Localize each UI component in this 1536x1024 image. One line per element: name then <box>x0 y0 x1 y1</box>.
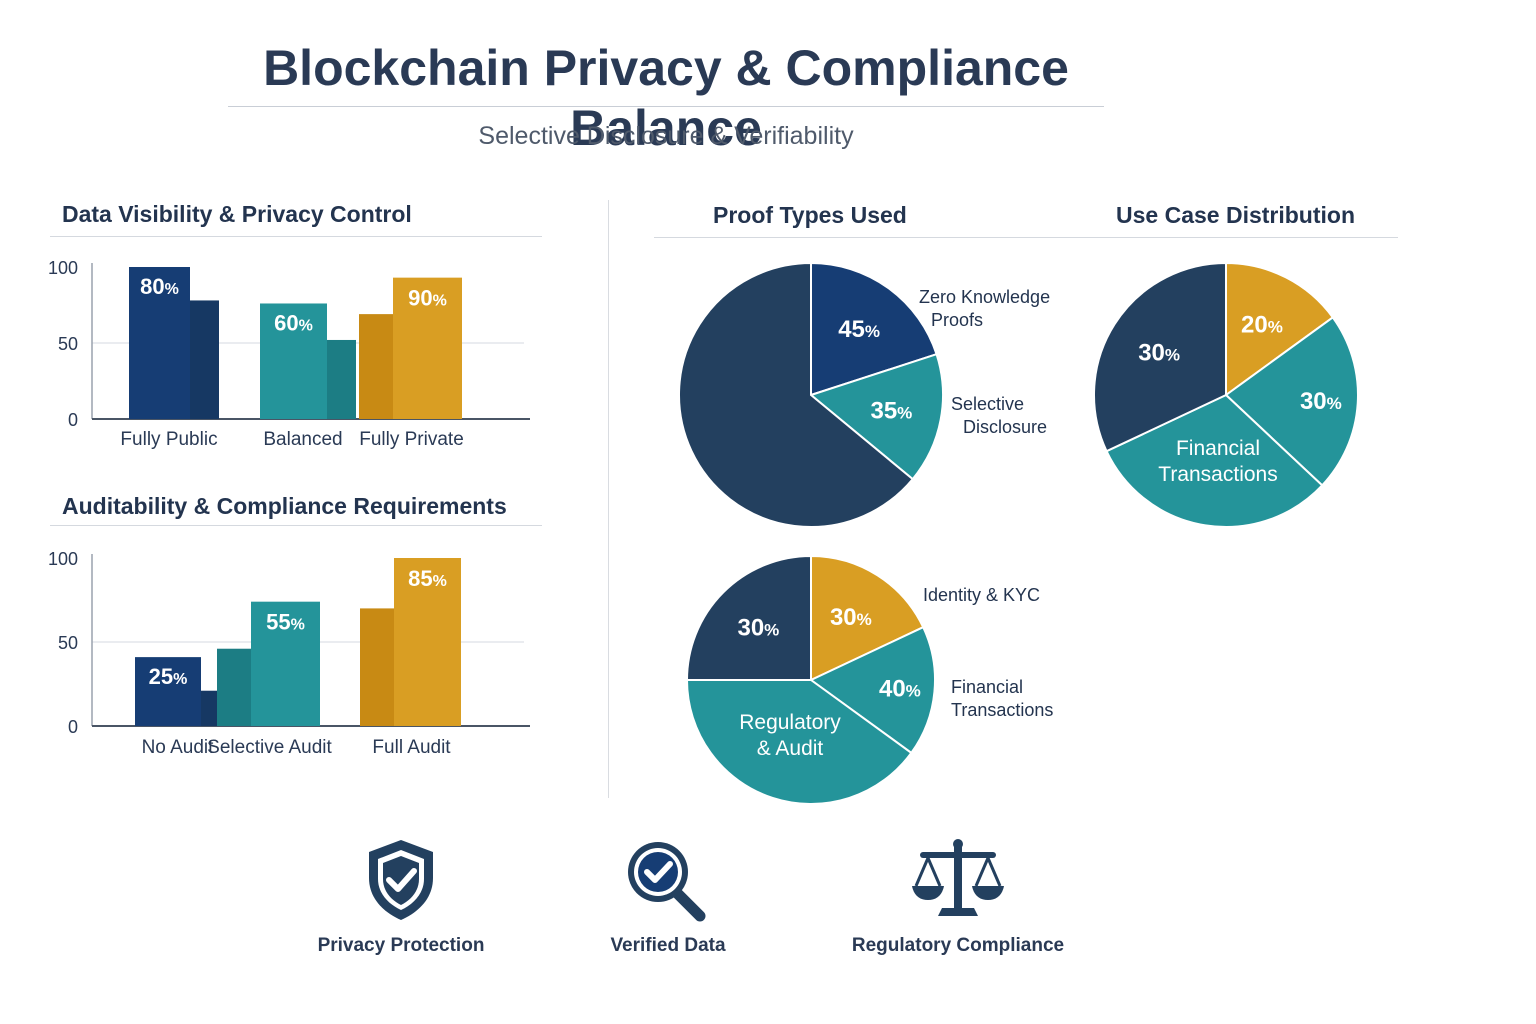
bar-value-label: 80% <box>140 274 179 299</box>
y-tick-label: 50 <box>58 334 78 354</box>
category-label: No Audit <box>142 737 215 758</box>
bar-front <box>251 601 320 726</box>
title-divider <box>228 106 1104 107</box>
category-label: Full Audit <box>372 737 451 758</box>
slice-inner-label: & Audit <box>757 737 824 760</box>
slice-value-label: 30% <box>830 604 872 631</box>
page-subtitle: Selective Disclosure & Verifiability <box>478 122 854 150</box>
category-label: Fully Private <box>359 429 464 450</box>
visibility-bar-chart: 100 50 0 80% Fully Public 60% Balanced 90% Fully… <box>48 258 530 450</box>
visibility-chart-rule <box>50 236 542 237</box>
feature-label: Regulatory Compliance <box>851 935 1065 956</box>
pie-slice <box>1224 316 1359 487</box>
bar-back <box>359 314 393 419</box>
use-case-title: Use Case Distribution <box>1116 202 1355 228</box>
y-tick-label: 0 <box>68 410 78 430</box>
slice-value-label: 30% <box>1300 388 1342 415</box>
audit-chart-rule <box>50 525 542 526</box>
bar-back <box>217 648 251 726</box>
bar-back <box>325 339 356 419</box>
proof-types-pie-chart: 45% Zero Knowledge Proofs 35% Selective Discl… <box>678 261 1050 528</box>
pie-slice <box>678 261 915 528</box>
pie-slice <box>685 679 913 805</box>
feature-label: Verified Data <box>610 935 726 956</box>
pie-slice <box>808 352 944 481</box>
feature-label: Privacy Protection <box>317 935 485 956</box>
bar-front <box>394 558 461 726</box>
y-tick-label: 100 <box>48 549 78 569</box>
proof-types-title: Proof Types Used <box>713 202 907 228</box>
visibility-chart-title: Data Visibility & Privacy Control <box>62 201 412 227</box>
bar-value-label: 90% <box>408 286 447 311</box>
bar-value-label: 25% <box>149 664 188 689</box>
pie-slice <box>1093 261 1227 453</box>
bar-back <box>360 608 394 726</box>
slice-value-label: 30% <box>1138 340 1180 367</box>
audit-bar-chart: 100 50 0 25% No Audit 55% Selective Audit 85% Fu… <box>48 549 530 758</box>
slice-value-label: 20% <box>1241 311 1283 338</box>
pie-slice <box>810 261 938 397</box>
slice-inner-label: Regulatory <box>739 711 841 734</box>
bar-front <box>129 267 190 419</box>
scales-icon <box>912 839 1004 916</box>
slice-value-label: 35% <box>870 397 912 424</box>
bar-front <box>393 277 462 419</box>
slice-value-label: 40% <box>879 675 921 702</box>
magnifier-check-icon <box>628 842 706 922</box>
pie-slice <box>810 554 925 682</box>
pie-slice <box>1105 393 1324 528</box>
feature-regulatory-compliance: Regulatory Compliance <box>828 836 1088 958</box>
y-tick-label: 50 <box>58 633 78 653</box>
slice-callout-label: Identity & KYC <box>923 585 1040 605</box>
pie-slice <box>1225 261 1335 397</box>
pie-slice <box>809 625 936 755</box>
sector-pie-chart: 30% Identity & KYC 40% Financial Transaction… <box>685 554 1053 805</box>
y-tick-label: 0 <box>68 717 78 737</box>
shield-check-icon <box>369 840 433 920</box>
slice-callout-label: Zero Knowledge <box>919 287 1050 307</box>
pie-section-rule <box>654 237 1398 238</box>
feature-privacy-protection: Privacy Protection <box>271 836 531 958</box>
slice-callout-label: Selective <box>951 394 1024 414</box>
bar-value-label: 85% <box>408 566 447 591</box>
slice-inner-label: Financial <box>1176 437 1260 460</box>
bar-front <box>135 657 201 726</box>
category-label: Selective Audit <box>207 737 332 758</box>
pie-slice <box>685 554 812 681</box>
slice-callout-label: Financial <box>951 677 1023 697</box>
category-label: Balanced <box>263 429 342 450</box>
bar-value-label: 60% <box>274 310 313 335</box>
page-title: Blockchain Privacy & Compliance Balance <box>263 40 1069 156</box>
slice-callout-label: Disclosure <box>963 417 1047 437</box>
bar-front <box>260 303 327 419</box>
category-label: Fully Public <box>120 429 217 450</box>
slice-callout-label: Proofs <box>931 310 983 330</box>
slice-inner-label: Transactions <box>1158 463 1277 486</box>
slice-callout-label: Transactions <box>951 700 1053 720</box>
use-case-pie-chart: 20% 30% Financial Transactions 30% <box>1093 261 1359 528</box>
slice-value-label: 45% <box>838 316 880 343</box>
center-divider <box>608 200 609 798</box>
feature-verified-data: Verified Data <box>538 836 798 958</box>
audit-chart-title: Auditability & Compliance Requirements <box>62 493 507 519</box>
bar-back <box>188 300 219 419</box>
bar-value-label: 55% <box>266 610 305 635</box>
slice-value-label: 30% <box>737 614 779 641</box>
y-tick-label: 100 <box>48 258 78 278</box>
